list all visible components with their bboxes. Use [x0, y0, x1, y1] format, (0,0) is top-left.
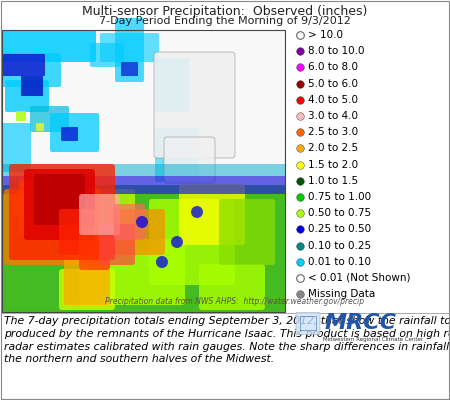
Text: 5.0 to 6.0: 5.0 to 6.0 — [308, 78, 358, 89]
FancyBboxPatch shape — [164, 137, 215, 183]
FancyBboxPatch shape — [3, 54, 45, 76]
FancyBboxPatch shape — [100, 33, 159, 62]
FancyBboxPatch shape — [50, 113, 99, 152]
FancyBboxPatch shape — [64, 254, 110, 305]
Text: Multi-sensor Precipitation:  Observed (inches): Multi-sensor Precipitation: Observed (in… — [82, 5, 368, 18]
FancyBboxPatch shape — [9, 164, 115, 260]
Text: Precipitation data from NWS AHPS:  http://water.weather.gov/precip: Precipitation data from NWS AHPS: http:/… — [105, 297, 365, 306]
Text: 1.0 to 1.5: 1.0 to 1.5 — [308, 176, 358, 186]
Text: 0.10 to 0.25: 0.10 to 0.25 — [308, 240, 371, 250]
FancyBboxPatch shape — [59, 269, 115, 310]
Text: < 0.01 (Not Shown): < 0.01 (Not Shown) — [308, 273, 410, 283]
FancyBboxPatch shape — [296, 312, 320, 334]
FancyBboxPatch shape — [2, 53, 61, 87]
FancyBboxPatch shape — [115, 18, 144, 82]
FancyBboxPatch shape — [5, 80, 49, 112]
FancyBboxPatch shape — [24, 169, 95, 240]
Text: 2.0 to 2.5: 2.0 to 2.5 — [308, 143, 358, 153]
Circle shape — [156, 256, 168, 268]
Text: 8.0 to 10.0: 8.0 to 10.0 — [308, 46, 364, 56]
FancyBboxPatch shape — [34, 174, 85, 225]
Bar — [2, 30, 285, 312]
FancyBboxPatch shape — [155, 58, 189, 112]
Text: 4.0 to 5.0: 4.0 to 5.0 — [308, 95, 358, 105]
FancyBboxPatch shape — [109, 209, 165, 255]
Text: 3.0 to 4.0: 3.0 to 4.0 — [308, 111, 358, 121]
Text: 1.5 to 2.0: 1.5 to 2.0 — [308, 160, 358, 170]
Text: 7-Day Period Ending the Morning of 9/3/2012: 7-Day Period Ending the Morning of 9/3/2… — [99, 16, 351, 26]
Circle shape — [136, 216, 148, 228]
FancyBboxPatch shape — [199, 264, 265, 310]
Bar — [2, 164, 285, 176]
FancyBboxPatch shape — [16, 111, 26, 121]
FancyBboxPatch shape — [219, 199, 275, 265]
FancyBboxPatch shape — [4, 189, 100, 265]
FancyBboxPatch shape — [114, 204, 145, 240]
FancyBboxPatch shape — [90, 43, 124, 67]
FancyBboxPatch shape — [2, 123, 31, 172]
FancyBboxPatch shape — [149, 199, 235, 285]
Bar — [2, 185, 285, 312]
FancyBboxPatch shape — [19, 179, 85, 235]
FancyBboxPatch shape — [79, 239, 185, 305]
FancyBboxPatch shape — [79, 194, 120, 235]
FancyBboxPatch shape — [155, 128, 199, 182]
FancyBboxPatch shape — [179, 184, 245, 245]
Bar — [2, 30, 285, 185]
Text: 0.25 to 0.50: 0.25 to 0.50 — [308, 224, 371, 234]
FancyBboxPatch shape — [21, 76, 43, 96]
FancyBboxPatch shape — [30, 106, 69, 132]
Text: 6.0 to 8.0: 6.0 to 8.0 — [308, 62, 358, 72]
Circle shape — [171, 236, 183, 248]
FancyBboxPatch shape — [2, 30, 96, 62]
FancyBboxPatch shape — [99, 224, 135, 265]
Text: Missing Data: Missing Data — [308, 289, 375, 299]
Text: 0.01 to 0.10: 0.01 to 0.10 — [308, 257, 371, 267]
Text: 0.50 to 0.75: 0.50 to 0.75 — [308, 208, 371, 218]
Text: Midwestern Regional Climate Center: Midwestern Regional Climate Center — [323, 337, 423, 342]
Bar — [2, 176, 285, 194]
Text: > 10.0: > 10.0 — [308, 30, 343, 40]
FancyBboxPatch shape — [9, 179, 65, 215]
FancyBboxPatch shape — [79, 229, 110, 270]
Text: 2.5 to 3.0: 2.5 to 3.0 — [308, 127, 358, 137]
FancyBboxPatch shape — [89, 189, 135, 225]
Text: 0.75 to 1.00: 0.75 to 1.00 — [308, 192, 371, 202]
FancyBboxPatch shape — [59, 209, 95, 255]
Text: The 7-day precipitation totals ending September 3, 2012, that show the rainfall : The 7-day precipitation totals ending Se… — [4, 316, 450, 364]
Circle shape — [191, 206, 203, 218]
FancyBboxPatch shape — [121, 62, 138, 76]
Bar — [2, 30, 285, 312]
FancyBboxPatch shape — [36, 123, 44, 131]
FancyBboxPatch shape — [154, 52, 235, 158]
Bar — [1, 313, 449, 399]
Text: MRCC: MRCC — [325, 314, 397, 333]
FancyBboxPatch shape — [61, 127, 78, 141]
